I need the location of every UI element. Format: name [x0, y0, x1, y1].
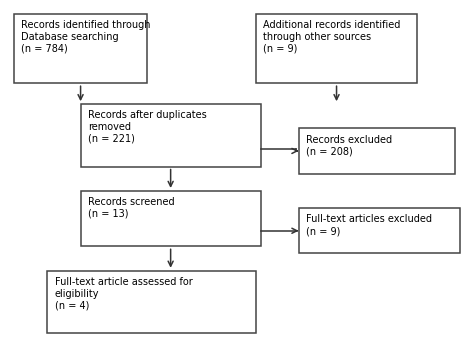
Text: Records excluded
(n = 208): Records excluded (n = 208)	[306, 135, 392, 156]
Text: Records identified through
Database searching
(n = 784): Records identified through Database sear…	[21, 20, 151, 53]
Text: Records screened
(n = 13): Records screened (n = 13)	[88, 197, 174, 219]
FancyBboxPatch shape	[47, 271, 256, 333]
FancyBboxPatch shape	[14, 14, 147, 83]
Text: Full-text article assessed for
eligibility
(n = 4): Full-text article assessed for eligibili…	[55, 277, 192, 310]
FancyBboxPatch shape	[81, 104, 261, 167]
Text: Full-text articles excluded
(n = 9): Full-text articles excluded (n = 9)	[306, 214, 432, 236]
FancyBboxPatch shape	[299, 208, 460, 253]
FancyBboxPatch shape	[256, 14, 417, 83]
FancyBboxPatch shape	[299, 128, 455, 174]
Text: Additional records identified
through other sources
(n = 9): Additional records identified through ot…	[263, 20, 401, 53]
Text: Records after duplicates
removed
(n = 221): Records after duplicates removed (n = 22…	[88, 110, 207, 144]
FancyBboxPatch shape	[81, 191, 261, 246]
